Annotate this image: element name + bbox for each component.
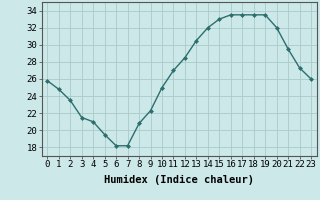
X-axis label: Humidex (Indice chaleur): Humidex (Indice chaleur) (104, 175, 254, 185)
